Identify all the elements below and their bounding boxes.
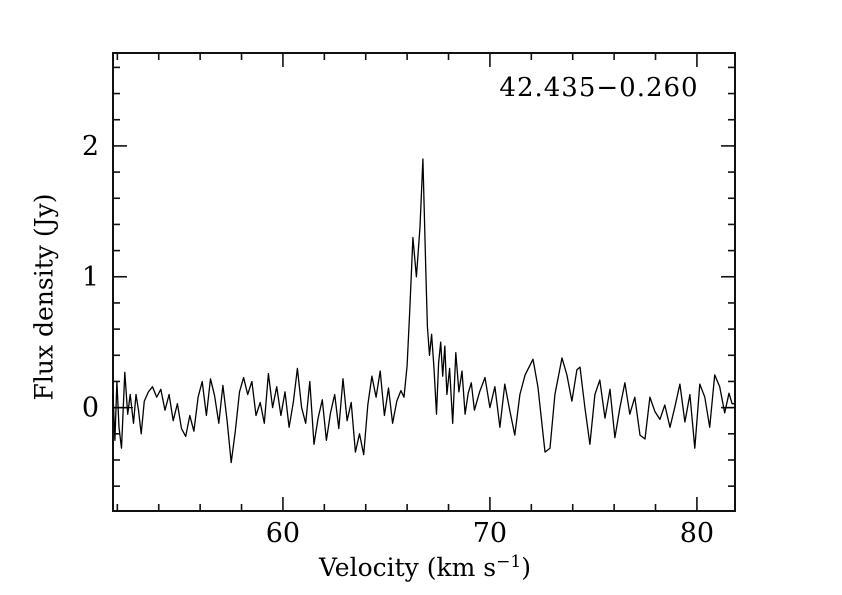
x-axis-label-text: Velocity (km s <box>319 553 497 583</box>
y-axis-label: Flux density (Jy) <box>29 193 59 401</box>
y-tick-label: 2 <box>82 131 99 162</box>
plot-frame <box>112 52 736 512</box>
x-tick-label: 60 <box>266 518 300 549</box>
y-tick-label: 1 <box>82 262 99 293</box>
x-axis-label-superscript: −1 <box>496 551 522 572</box>
x-axis-label-close-paren: ) <box>521 553 531 583</box>
x-tick-label: 80 <box>680 518 714 549</box>
x-tick-label: 70 <box>473 518 507 549</box>
source-title: 42.435−0.260 <box>499 73 699 103</box>
y-tick-label: 0 <box>82 393 99 424</box>
x-axis-label: Velocity (km s−1) <box>319 552 531 582</box>
spectrum-trace <box>112 158 735 464</box>
